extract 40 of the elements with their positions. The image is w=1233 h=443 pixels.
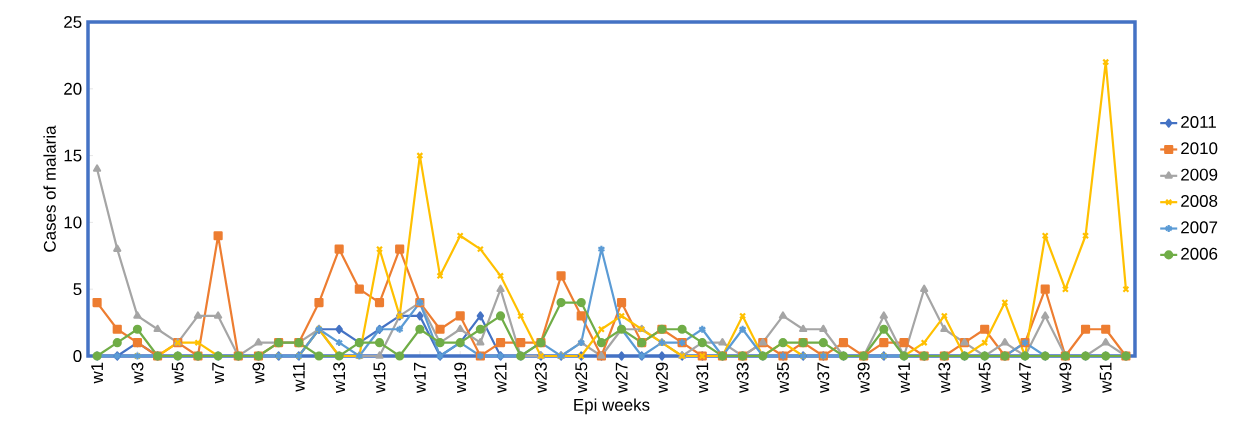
y-tick-label: 15 xyxy=(64,149,82,162)
x-tick-label: w23 xyxy=(534,362,547,393)
legend-label: 2010 xyxy=(1181,142,1218,155)
x-tick-label: w7 xyxy=(212,362,224,384)
legend-label: 2007 xyxy=(1181,221,1218,234)
x-tick-label: w9 xyxy=(252,362,265,384)
x-tick-label: w21 xyxy=(494,362,507,393)
y-tick-label: 10 xyxy=(64,216,82,229)
x-tick-label: w27 xyxy=(615,362,628,393)
x-tick-label: w45 xyxy=(978,362,991,393)
x-tick-label: w33 xyxy=(736,362,749,393)
legend-label: 2008 xyxy=(1181,194,1218,207)
x-tick-label: w15 xyxy=(373,362,386,393)
x-tick-label: w19 xyxy=(454,362,467,393)
y-tick-label: 5 xyxy=(73,283,82,296)
x-tick-label: w5 xyxy=(171,362,184,384)
x-tick-label: w35 xyxy=(776,362,789,393)
y-tick-label: 0 xyxy=(73,350,82,362)
y-tick-label: 25 xyxy=(64,16,82,28)
x-tick-label: w41 xyxy=(898,362,910,393)
x-tick-label: w39 xyxy=(857,362,870,393)
x-tick-label: w51 xyxy=(1099,362,1112,393)
x-tick-label: w31 xyxy=(696,362,709,393)
x-tick-label: w47 xyxy=(1019,362,1031,393)
y-tick-label: 20 xyxy=(64,82,82,95)
legend-label: 2011 xyxy=(1181,115,1216,128)
x-tick-label: w1 xyxy=(91,362,103,384)
x-tick-label: w13 xyxy=(333,362,346,393)
x-tick-label: w11 xyxy=(292,362,305,392)
x-tick-label: w3 xyxy=(131,362,144,384)
x-axis-title: Epi weeks xyxy=(574,398,650,415)
legend-label: 2006 xyxy=(1181,247,1218,260)
x-tick-label: w49 xyxy=(1059,362,1072,393)
x-tick-label: w43 xyxy=(938,362,951,393)
x-tick-label: w25 xyxy=(575,362,588,393)
x-tick-label: w17 xyxy=(414,362,426,393)
x-tick-label: w29 xyxy=(655,362,668,393)
x-tick-label: w37 xyxy=(817,362,830,393)
legend-label: 2009 xyxy=(1181,168,1218,181)
y-axis-title: Cases of malaria xyxy=(43,125,56,252)
